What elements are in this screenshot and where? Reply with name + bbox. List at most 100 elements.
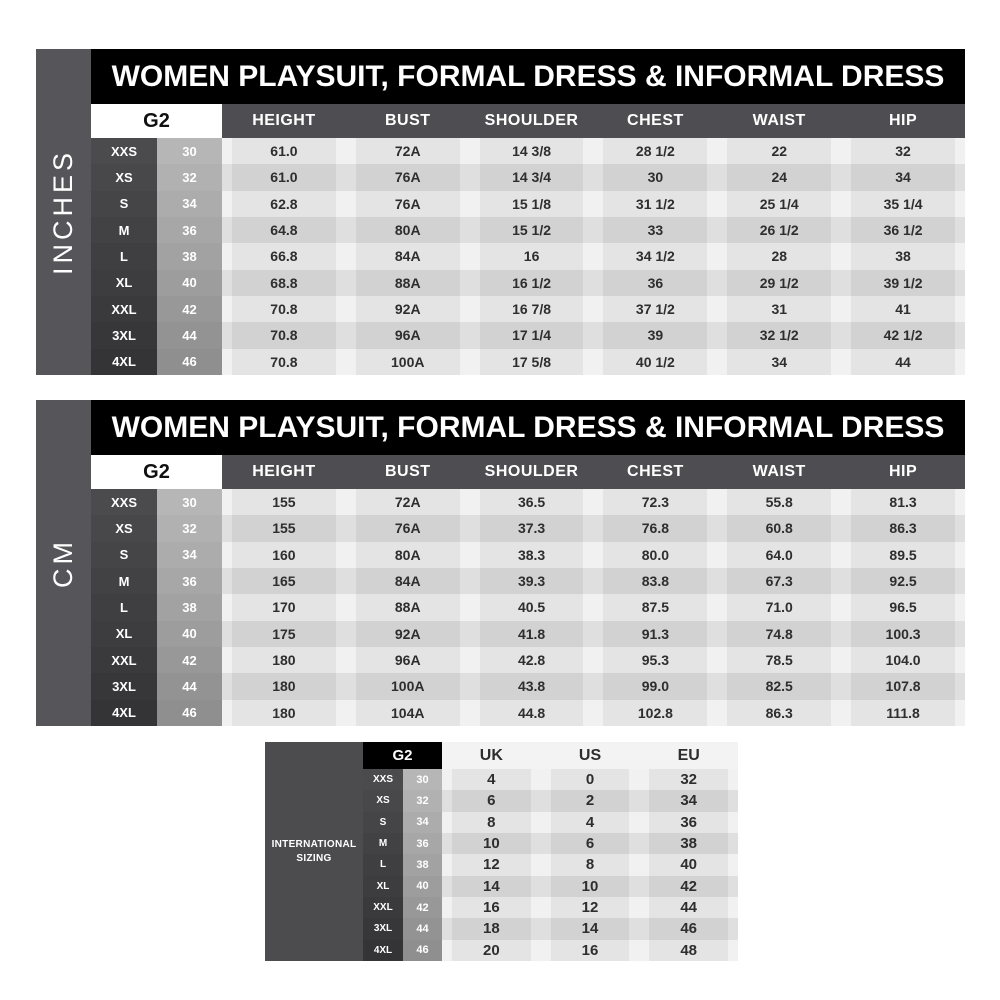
size-number-cell: 34 bbox=[157, 541, 222, 568]
value-cell: 15 1/8 bbox=[470, 190, 594, 217]
value-cell: 71.0 bbox=[717, 594, 841, 621]
value-cell: 34 1/2 bbox=[593, 243, 717, 270]
size-label-cell: XXL bbox=[91, 646, 157, 674]
value-cell: 22 bbox=[717, 138, 841, 165]
international-column-headers: UK US EU bbox=[442, 742, 739, 769]
column-header-chest: CHEST bbox=[593, 455, 718, 489]
value-cell: 76A bbox=[346, 190, 470, 217]
value-cell: 14 3/8 bbox=[470, 138, 594, 165]
cm-unit-strip: CM bbox=[36, 400, 91, 726]
value-cell: 39.3 bbox=[470, 567, 594, 595]
value-cell: 36.5 bbox=[470, 489, 594, 516]
value-cell: 38 bbox=[841, 243, 965, 270]
size-row-4xl: 4XL 46 70.8 100A 17 5/8 40 1/2 34 44 bbox=[91, 348, 965, 375]
cm-unit-label: CM bbox=[48, 538, 78, 588]
value-cell: 33 bbox=[593, 216, 717, 244]
size-number-cell: 46 bbox=[403, 939, 442, 961]
size-number-cell: 38 bbox=[157, 594, 222, 621]
cm-table-title: WOMEN PLAYSUIT, FORMAL DRESS & INFORMAL … bbox=[91, 400, 965, 455]
value-cell: 175 bbox=[222, 620, 346, 647]
size-label-cell: L bbox=[91, 243, 157, 270]
value-cell: 36 bbox=[639, 811, 738, 833]
value-cell: 95.3 bbox=[593, 646, 717, 674]
size-label-cell: XXS bbox=[91, 138, 157, 165]
value-cell: 12 bbox=[541, 896, 640, 919]
value-cell: 4 bbox=[442, 769, 541, 791]
size-row-xxs: XXS 30 4 0 32 bbox=[363, 769, 738, 791]
value-cell: 92A bbox=[346, 620, 470, 647]
column-header-bust: BUST bbox=[345, 104, 470, 138]
value-cell: 40 1/2 bbox=[593, 348, 717, 375]
value-cell: 80A bbox=[346, 216, 470, 244]
value-cell: 64.0 bbox=[717, 541, 841, 568]
value-cell: 84A bbox=[346, 243, 470, 270]
value-cell: 180 bbox=[222, 699, 346, 726]
value-cell: 14 bbox=[442, 875, 541, 897]
value-cell: 8 bbox=[442, 811, 541, 833]
size-label-cell: XXS bbox=[91, 489, 157, 516]
value-cell: 37 1/2 bbox=[593, 295, 717, 323]
value-cell: 86.3 bbox=[717, 699, 841, 726]
size-number-cell: 44 bbox=[157, 673, 222, 700]
size-row-xxl: XXL 42 16 12 44 bbox=[363, 896, 738, 919]
value-cell: 92A bbox=[346, 295, 470, 323]
value-cell: 44 bbox=[639, 896, 738, 919]
size-label-cell: 3XL bbox=[91, 673, 157, 700]
inches-header-row: G2 HEIGHT BUST SHOULDER CHEST WAIST HIP bbox=[91, 104, 965, 138]
table-title-text: WOMEN PLAYSUIT, FORMAL DRESS & INFORMAL … bbox=[111, 410, 945, 444]
column-header-shoulder: SHOULDER bbox=[469, 104, 594, 138]
value-cell: 6 bbox=[541, 832, 640, 855]
value-cell: 76A bbox=[346, 164, 470, 191]
size-row-xs: XS 32 61.0 76A 14 3/4 30 24 34 bbox=[91, 164, 965, 191]
value-cell: 10 bbox=[541, 875, 640, 897]
column-header-waist: WAIST bbox=[717, 104, 842, 138]
value-cell: 32 bbox=[841, 138, 965, 165]
value-cell: 34 bbox=[639, 790, 738, 812]
size-label-cell: XS bbox=[91, 164, 157, 191]
value-cell: 100A bbox=[346, 673, 470, 700]
value-cell: 104.0 bbox=[841, 646, 965, 674]
value-cell: 15 1/2 bbox=[470, 216, 594, 244]
size-label-cell: S bbox=[91, 190, 157, 217]
value-cell: 42.8 bbox=[470, 646, 594, 674]
value-cell: 6 bbox=[442, 790, 541, 812]
value-cell: 96A bbox=[346, 646, 470, 674]
value-cell: 24 bbox=[717, 164, 841, 191]
size-number-cell: 34 bbox=[403, 811, 442, 833]
value-cell: 12 bbox=[442, 854, 541, 876]
value-cell: 14 3/4 bbox=[470, 164, 594, 191]
value-cell: 70.8 bbox=[222, 295, 346, 323]
size-row-xxl: XXL 42 180 96A 42.8 95.3 78.5 104.0 bbox=[91, 646, 965, 674]
value-cell: 39 1/2 bbox=[841, 269, 965, 296]
value-cell: 40.5 bbox=[470, 594, 594, 621]
value-cell: 61.0 bbox=[222, 164, 346, 191]
international-header-row: G2 UK US EU bbox=[363, 742, 739, 769]
value-cell: 28 1/2 bbox=[593, 138, 717, 165]
value-cell: 64.8 bbox=[222, 216, 346, 244]
value-cell: 180 bbox=[222, 673, 346, 700]
size-row-4xl: 4XL 46 20 16 48 bbox=[363, 939, 738, 961]
value-cell: 96.5 bbox=[841, 594, 965, 621]
value-cell: 0 bbox=[541, 769, 640, 791]
column-header-us: US bbox=[540, 742, 640, 769]
value-cell: 72.3 bbox=[593, 489, 717, 516]
size-number-cell: 34 bbox=[157, 190, 222, 217]
value-cell: 16 bbox=[470, 243, 594, 270]
g2-header-cell-dark: G2 bbox=[363, 742, 442, 769]
value-cell: 102.8 bbox=[593, 699, 717, 726]
size-number-cell: 36 bbox=[157, 567, 222, 595]
value-cell: 76A bbox=[346, 515, 470, 542]
value-cell: 41.8 bbox=[470, 620, 594, 647]
value-cell: 86.3 bbox=[841, 515, 965, 542]
value-cell: 100A bbox=[346, 348, 470, 375]
value-cell: 87.5 bbox=[593, 594, 717, 621]
size-row-l: L 38 170 88A 40.5 87.5 71.0 96.5 bbox=[91, 594, 965, 621]
inches-unit-label: INCHES bbox=[48, 148, 78, 275]
size-row-m: M 36 165 84A 39.3 83.8 67.3 92.5 bbox=[91, 567, 965, 595]
size-label-cell: XXL bbox=[91, 295, 157, 323]
size-row-m: M 36 10 6 38 bbox=[363, 832, 738, 855]
size-row-xs: XS 32 155 76A 37.3 76.8 60.8 86.3 bbox=[91, 515, 965, 542]
column-header-height: HEIGHT bbox=[222, 455, 346, 489]
value-cell: 107.8 bbox=[841, 673, 965, 700]
size-row-xl: XL 40 68.8 88A 16 1/2 36 29 1/2 39 1/2 bbox=[91, 269, 965, 296]
